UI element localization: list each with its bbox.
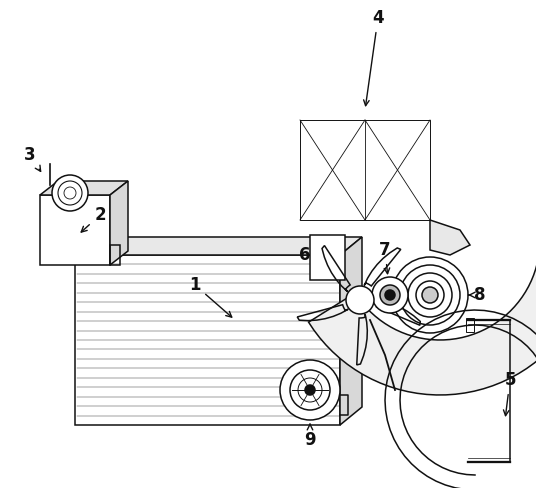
Circle shape [380,285,400,305]
Text: 1: 1 [189,276,232,317]
Text: 3: 3 [24,146,41,171]
Circle shape [346,286,374,314]
Circle shape [385,290,395,300]
Text: 7: 7 [379,241,391,274]
Polygon shape [40,195,110,265]
Text: 8: 8 [468,286,486,304]
Text: 4: 4 [363,9,384,106]
Text: 6: 6 [299,246,322,267]
Circle shape [372,277,408,313]
Polygon shape [110,181,128,265]
Polygon shape [75,237,362,255]
Text: 2: 2 [81,206,106,232]
Text: 5: 5 [503,371,516,416]
Circle shape [422,287,438,303]
Polygon shape [40,181,128,195]
Circle shape [52,175,88,211]
Text: 9: 9 [304,424,316,449]
Polygon shape [430,220,470,255]
Circle shape [280,360,340,420]
Circle shape [305,385,315,395]
Polygon shape [340,237,362,425]
Polygon shape [309,257,536,395]
Polygon shape [310,235,345,280]
